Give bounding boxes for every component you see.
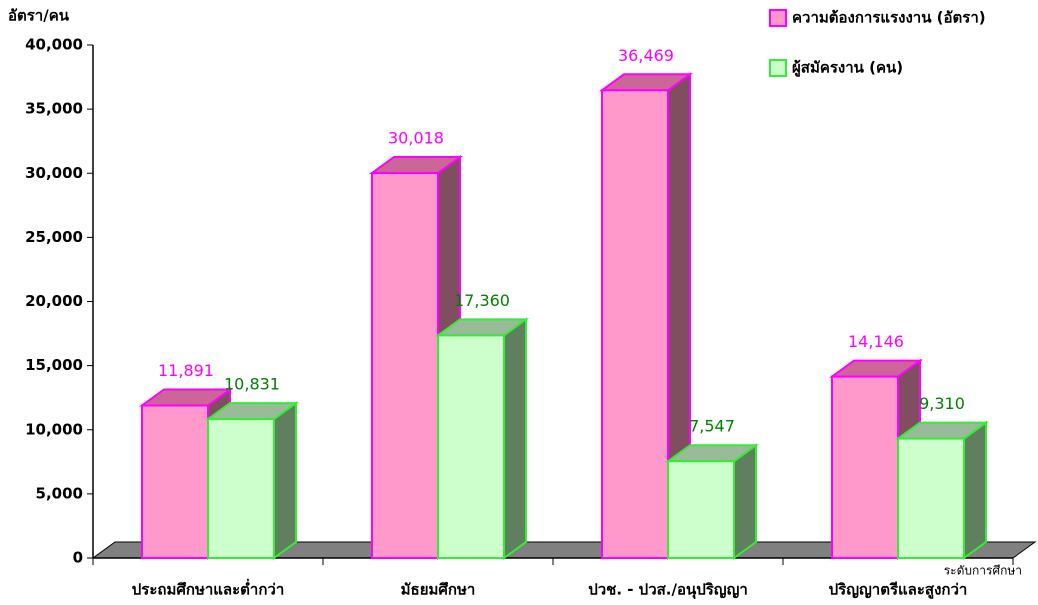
bar-front bbox=[667, 460, 735, 559]
bar-front bbox=[371, 172, 439, 559]
data-label: 36,469 bbox=[618, 46, 674, 65]
x-tick-label: ปวช. - ปวส./อนุปริญญา bbox=[588, 581, 748, 600]
y-tick-label: 35,000 bbox=[25, 100, 83, 118]
bar-front bbox=[831, 375, 899, 559]
legend-label: ผู้สมัครงาน (คน) bbox=[792, 59, 903, 78]
data-label: 7,547 bbox=[689, 417, 735, 436]
bar bbox=[894, 420, 990, 560]
bar-front bbox=[437, 334, 505, 559]
y-tick-label: 5,000 bbox=[36, 484, 83, 502]
data-label: 30,018 bbox=[388, 129, 444, 148]
y-tick-label: 25,000 bbox=[25, 228, 83, 246]
y-tick-label: 10,000 bbox=[25, 420, 83, 438]
legend-swatch bbox=[769, 59, 787, 77]
data-label: 11,891 bbox=[158, 361, 214, 380]
y-tick-label: 40,000 bbox=[25, 36, 83, 54]
bar-side bbox=[273, 401, 297, 560]
data-label: 9,310 bbox=[919, 394, 965, 413]
x-tick-label: ปริญญาตรีและสูงกว่า bbox=[829, 581, 968, 600]
bar-front bbox=[207, 418, 275, 560]
bar bbox=[204, 401, 300, 560]
bar-side bbox=[733, 443, 757, 560]
y-tick-label: 30,000 bbox=[25, 164, 83, 182]
x-tick-label: ประถมศึกษาและต่ำกว่า bbox=[132, 579, 285, 599]
y-tick-label: 15,000 bbox=[25, 356, 83, 374]
data-label: 17,360 bbox=[454, 291, 510, 310]
bar-front bbox=[141, 404, 209, 559]
bar bbox=[598, 72, 694, 560]
y-axis-label: อัตรา/คน bbox=[8, 7, 70, 25]
x-tick-label: มัธยมศึกษา bbox=[401, 581, 476, 599]
y-tick-label: 0 bbox=[73, 549, 83, 567]
legend-swatch bbox=[769, 9, 787, 27]
data-label: 14,146 bbox=[848, 332, 904, 351]
bar-front bbox=[601, 89, 669, 560]
bar-side bbox=[963, 420, 987, 560]
legend-label: ความต้องการแรงงาน (อัตรา) bbox=[792, 9, 986, 27]
bar bbox=[664, 443, 760, 560]
data-label: 10,831 bbox=[224, 375, 280, 394]
bar bbox=[434, 317, 530, 560]
y-tick-label: 20,000 bbox=[25, 292, 83, 310]
bar-side bbox=[503, 317, 527, 560]
bar-front bbox=[897, 437, 965, 559]
x-axis-label: ระดับการศึกษา bbox=[944, 564, 1022, 578]
